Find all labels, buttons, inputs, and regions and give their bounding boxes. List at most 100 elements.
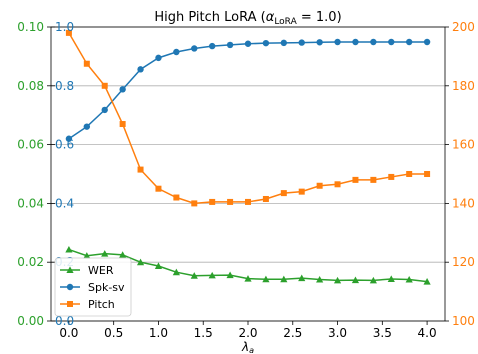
plot-series [65, 29, 431, 285]
y-right-tick-label: 100 [452, 314, 475, 328]
data-point-pitch [316, 182, 323, 189]
data-point-wer [262, 275, 270, 283]
y-left-inner-tick-label: 0.6 [55, 138, 74, 152]
data-point-spk-sv [244, 40, 252, 47]
x-axis: 0.0 0.5 1.0 1.5 2.0 2.5 3.0 3.5 4.0 [59, 321, 437, 340]
data-point-wer [208, 271, 216, 279]
data-point-pitch [298, 188, 305, 195]
data-point-spk-sv [137, 66, 144, 73]
y-right-tick-label: 120 [452, 255, 475, 269]
data-point-pitch [119, 121, 126, 128]
y-right-tick-label: 140 [452, 196, 475, 210]
data-point-wer [190, 272, 198, 279]
legend-marker [66, 266, 74, 273]
data-point-spk-sv [334, 38, 341, 46]
data-point-wer [405, 275, 413, 283]
y-right-tick-label: 200 [452, 20, 475, 34]
data-point-wer [333, 276, 342, 284]
legend-marker [67, 301, 73, 307]
data-point-pitch [406, 171, 413, 177]
data-point-pitch [245, 198, 251, 205]
x-tick-label: 2.5 [283, 326, 302, 340]
legend-marker [66, 283, 74, 291]
data-point-wer [316, 275, 324, 283]
y-left-inner-tick-label: 1.0 [55, 20, 74, 34]
data-point-wer [423, 278, 431, 285]
x-tick-label: 3.5 [373, 326, 392, 340]
data-point-spk-sv [316, 39, 323, 46]
y-left-outer-tick-label: 0.02 [17, 255, 44, 269]
y-left-outer-tick-label: 0.10 [17, 20, 44, 34]
data-point-wer [136, 258, 145, 266]
data-point-wer [387, 275, 395, 282]
data-point-pitch [388, 173, 395, 180]
data-point-pitch [370, 176, 377, 183]
data-point-pitch [209, 198, 216, 205]
data-point-spk-sv [226, 41, 234, 49]
y-left-outer-tick-label: 0.00 [17, 314, 44, 328]
data-point-pitch [65, 29, 72, 36]
data-point-spk-sv [119, 86, 126, 93]
y-left-outer-tick-label: 0.04 [17, 196, 44, 210]
data-point-pitch [83, 60, 90, 67]
x-axis-label: λa [241, 340, 254, 354]
legend-item-pitch: Pitch [60, 298, 115, 311]
data-point-spk-sv [65, 135, 73, 142]
data-point-wer [351, 276, 360, 284]
data-point-spk-sv [101, 106, 108, 114]
y-left-outer-tick-label: 0.08 [17, 79, 44, 93]
data-point-spk-sv [262, 39, 270, 47]
x-tick-label: 1.5 [194, 326, 213, 340]
x-tick-label: 4.0 [418, 326, 437, 340]
data-point-wer [101, 250, 109, 257]
y-left-inner-tick-label: 0.0 [55, 314, 74, 328]
x-tick-label: 0.5 [104, 326, 123, 340]
data-point-wer [172, 268, 180, 276]
x-tick-label: 0.0 [59, 326, 78, 340]
legend-label: Pitch [88, 298, 115, 311]
data-point-spk-sv [155, 54, 162, 62]
y-left-inner-tick-label: 0.4 [55, 196, 74, 210]
data-point-spk-sv [370, 38, 377, 46]
x-tick-label: 3.0 [328, 326, 347, 340]
legend-item-spk-sv: Spk-sv [60, 281, 125, 294]
y-axis-left-outer: 0.00 0.02 0.04 0.06 0.08 0.10 [17, 20, 51, 328]
data-point-pitch [334, 181, 341, 188]
data-point-wer [154, 262, 163, 270]
data-point-spk-sv [191, 45, 198, 52]
y-right-tick-label: 180 [452, 79, 475, 93]
data-point-pitch [173, 194, 180, 201]
legend-item-wer: WER [60, 264, 114, 277]
series-spk-sv [65, 38, 431, 142]
data-point-pitch [101, 82, 108, 89]
data-point-wer [280, 275, 288, 283]
data-point-pitch [280, 190, 287, 197]
series-wer [65, 245, 431, 285]
y-right-tick-label: 160 [452, 138, 475, 152]
series-pitch [65, 29, 431, 207]
data-point-spk-sv [298, 39, 305, 46]
x-tick-label: 1.0 [149, 326, 168, 340]
data-point-pitch [424, 171, 431, 177]
data-point-wer [119, 251, 127, 258]
data-point-spk-sv [83, 123, 91, 130]
data-point-spk-sv [388, 38, 395, 46]
data-point-spk-sv [280, 39, 288, 47]
data-point-spk-sv [423, 38, 431, 46]
data-point-wer [83, 252, 91, 259]
y-left-outer-tick-label: 0.06 [17, 138, 44, 152]
legend-label: Spk-sv [88, 281, 125, 294]
data-point-spk-sv [405, 38, 413, 46]
chart-title: High Pitch LoRA (αLoRA = 1.0) [154, 10, 341, 27]
y-left-inner-tick-label: 0.8 [55, 79, 74, 93]
data-point-spk-sv [352, 38, 359, 46]
data-point-pitch [137, 166, 144, 173]
data-point-wer [226, 271, 234, 279]
legend-box [54, 257, 132, 317]
data-point-wer [65, 245, 73, 253]
data-point-pitch [227, 198, 234, 205]
data-point-spk-sv [208, 42, 216, 50]
data-point-wer [369, 276, 377, 284]
data-point-wer [298, 274, 306, 282]
